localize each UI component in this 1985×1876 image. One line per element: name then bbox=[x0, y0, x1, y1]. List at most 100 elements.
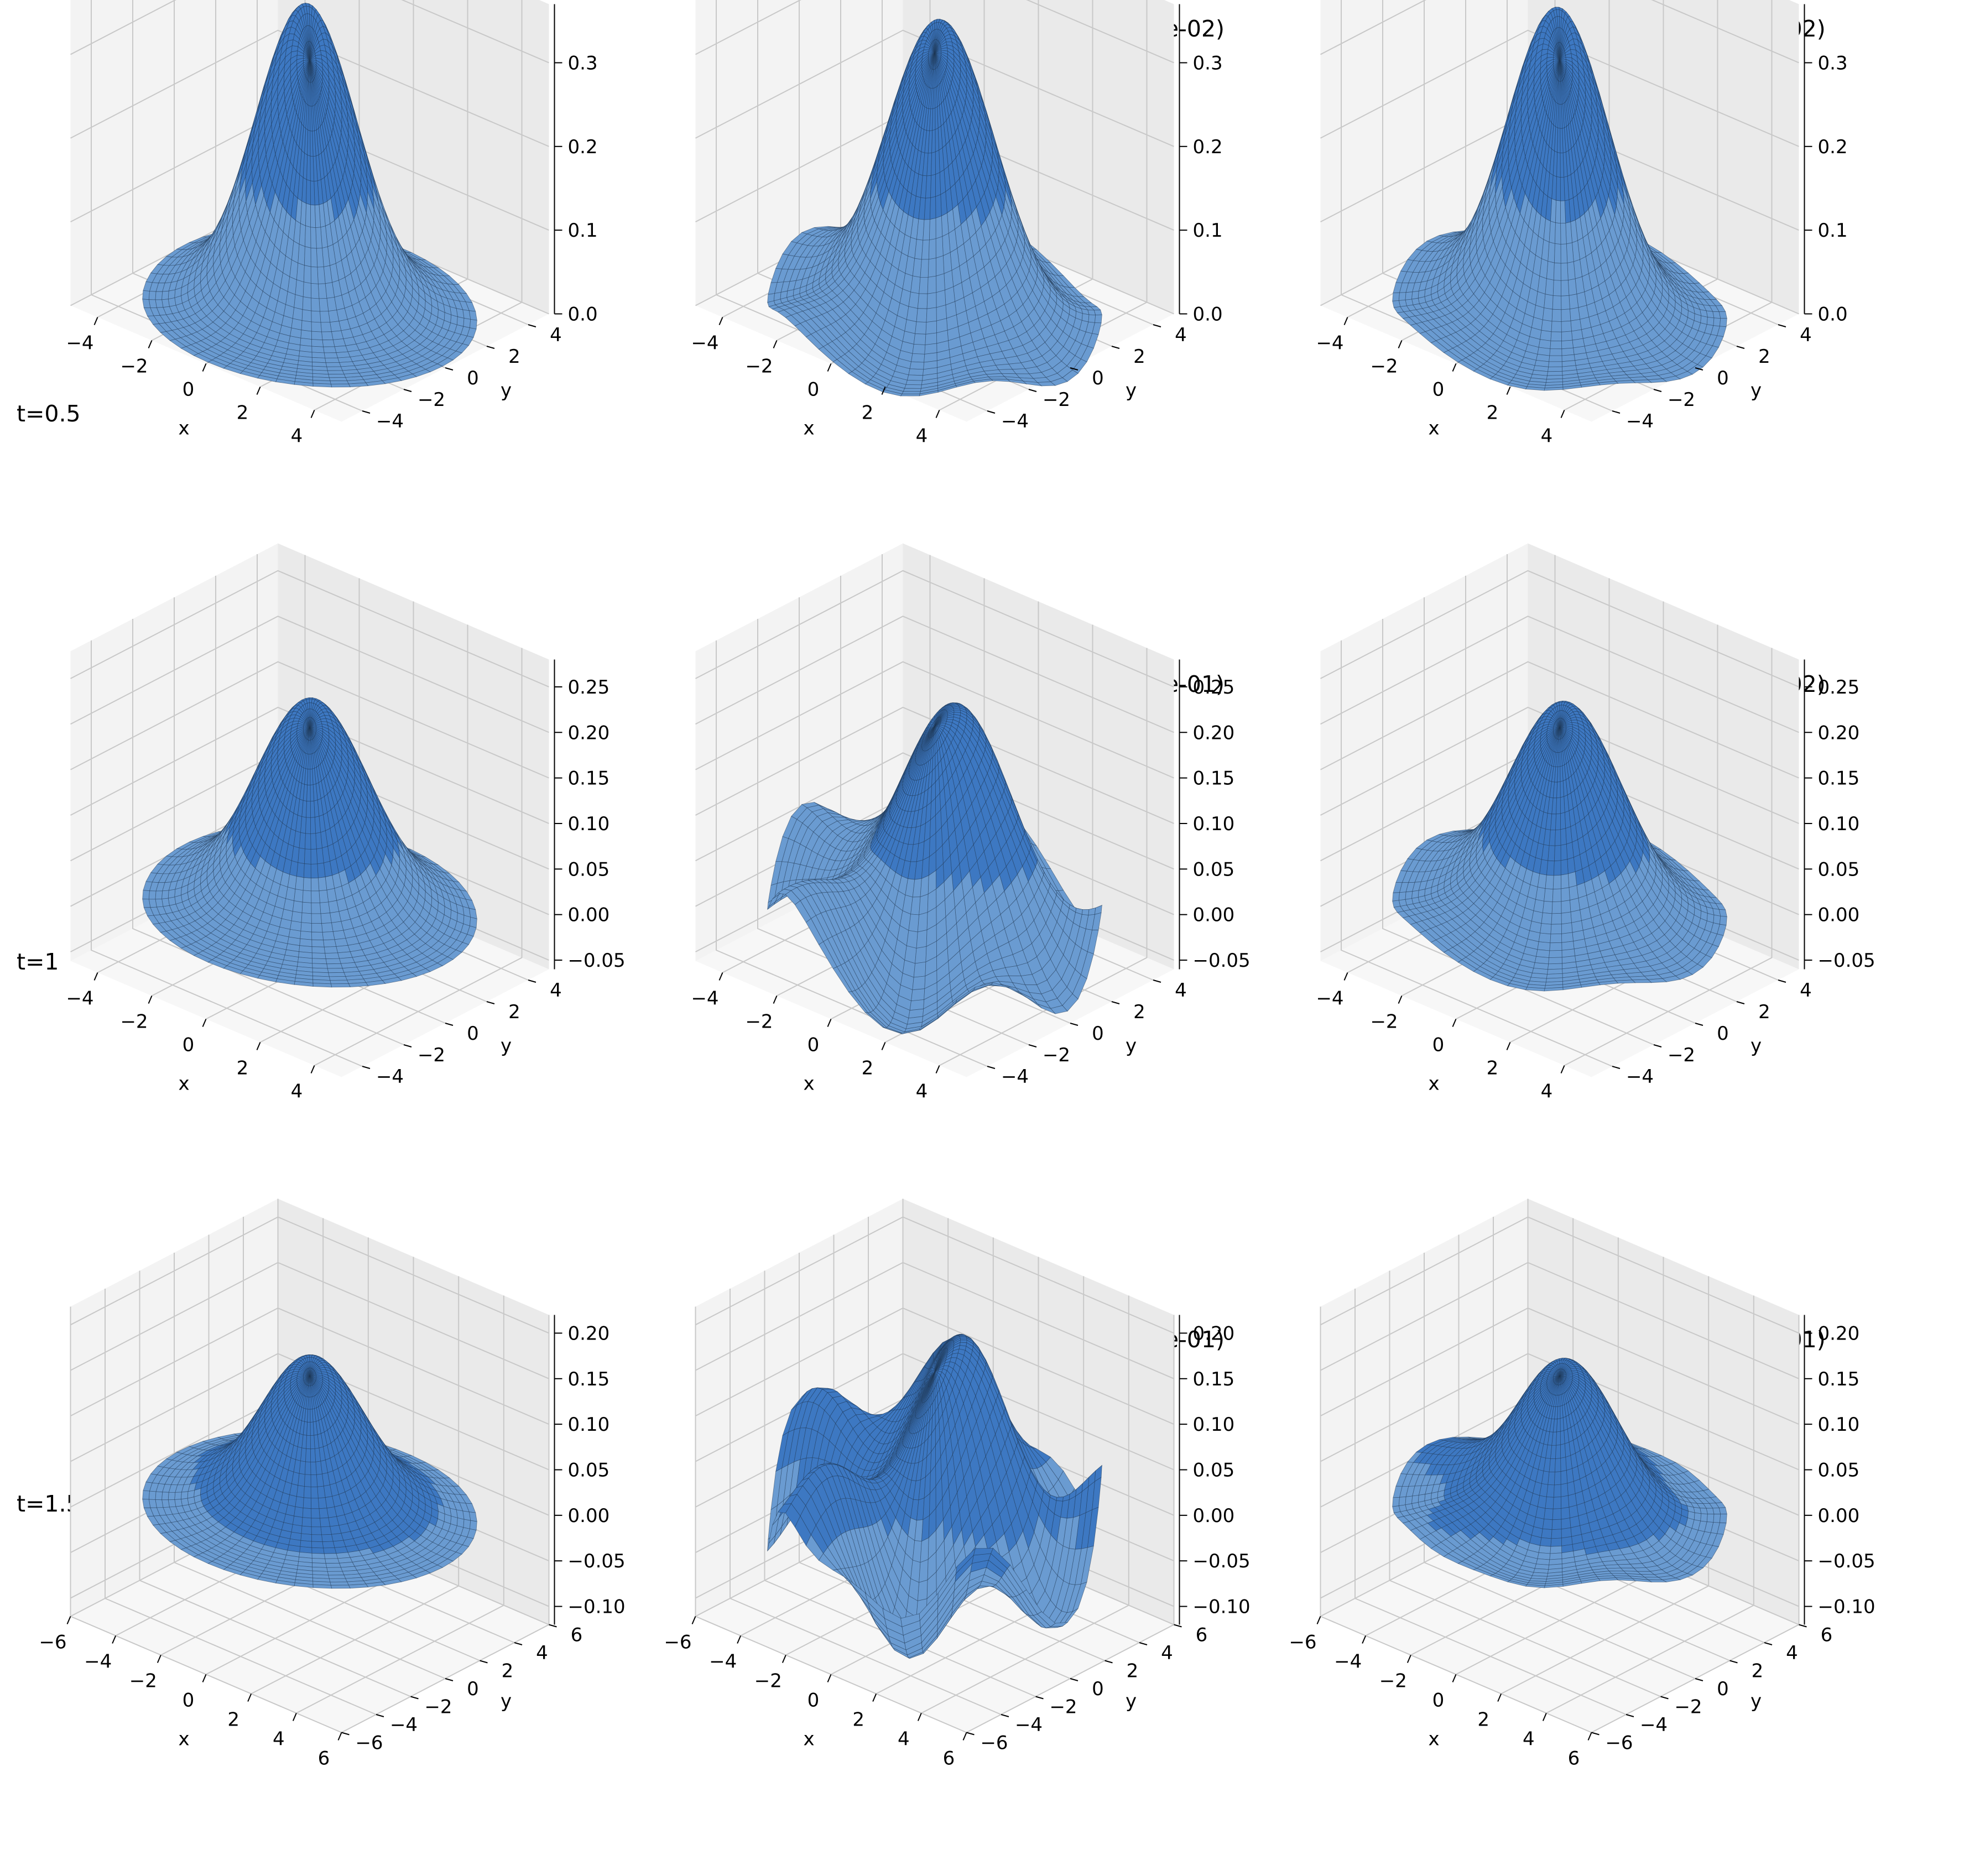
x-tick-mark bbox=[148, 340, 153, 348]
surface-patch bbox=[1549, 355, 1562, 362]
surface-patch bbox=[323, 346, 337, 353]
surface-patch bbox=[1560, 243, 1568, 264]
x-tick-label: 0 bbox=[807, 379, 820, 401]
row-label: t=1 bbox=[17, 949, 59, 975]
y-tick-mark bbox=[486, 346, 495, 349]
surface-patch bbox=[298, 244, 305, 266]
surface-patch bbox=[1560, 222, 1567, 245]
surface-patch bbox=[310, 266, 319, 284]
x-tick-mark bbox=[1343, 317, 1348, 325]
x-tick-label: −4 bbox=[1316, 332, 1343, 355]
surface-patch bbox=[321, 331, 334, 341]
panel-1-0: Truth ω(x,y)−4−2024x−4−2024y−0.050.000.0… bbox=[66, 543, 626, 1103]
z-tick-label: 0.3 bbox=[568, 52, 598, 74]
z-tick-label: 0.1 bbox=[1193, 220, 1223, 242]
surface-patch bbox=[1544, 294, 1554, 310]
surface-patch bbox=[1560, 263, 1569, 281]
surface-patch bbox=[325, 362, 341, 367]
x-tick-label: 0 bbox=[1432, 379, 1445, 401]
x-tick-label: 2 bbox=[237, 402, 249, 424]
surface-patch bbox=[1569, 294, 1579, 310]
surface-patch bbox=[1556, 152, 1561, 178]
surface-patch bbox=[310, 283, 320, 299]
surface-patch bbox=[330, 380, 349, 384]
surface-patch bbox=[317, 283, 327, 299]
surface-patch bbox=[304, 246, 311, 267]
surface-patch bbox=[1405, 291, 1413, 300]
surface-patch bbox=[904, 384, 922, 389]
surface-patch bbox=[1560, 152, 1565, 178]
surface-patch bbox=[319, 311, 331, 323]
y-tick-mark bbox=[1612, 410, 1621, 414]
z-tick-label: 0.0 bbox=[568, 304, 598, 326]
x-tick-label: 4 bbox=[916, 425, 928, 447]
surface-patch bbox=[936, 289, 946, 308]
x-tick-mark bbox=[773, 340, 778, 348]
surface-patch bbox=[1535, 291, 1546, 309]
surface-patch bbox=[327, 370, 345, 375]
surface-patch bbox=[1561, 340, 1574, 350]
z-tick-label: 0.1 bbox=[1818, 220, 1848, 242]
z-tick-label: 0.0 bbox=[1818, 304, 1848, 326]
surface-patch bbox=[1713, 317, 1721, 327]
surface-patch bbox=[931, 152, 936, 176]
surface-patch bbox=[912, 343, 926, 355]
surface-patch bbox=[155, 291, 163, 300]
surface-patch bbox=[332, 338, 346, 347]
y-tick-mark bbox=[1111, 346, 1120, 349]
surface-patch bbox=[903, 388, 921, 392]
surface-patch bbox=[1548, 361, 1562, 367]
surface-patch bbox=[1561, 320, 1572, 332]
y-axis-label: y bbox=[1750, 379, 1762, 402]
surface-patch bbox=[1549, 221, 1556, 244]
grid-line-z bbox=[70, 0, 549, 64]
surface-patch bbox=[305, 203, 311, 228]
surface-patch bbox=[932, 107, 936, 131]
surface-patch bbox=[1550, 340, 1562, 350]
surface-patch bbox=[935, 127, 940, 153]
surface-patch bbox=[294, 294, 304, 310]
x-tick-label: −2 bbox=[1370, 356, 1398, 378]
x-tick-label: 2 bbox=[1487, 402, 1499, 424]
surface-patch bbox=[303, 282, 312, 299]
surface-patch bbox=[1541, 319, 1552, 332]
x-tick-label: −4 bbox=[66, 332, 93, 355]
surface-patch bbox=[931, 129, 936, 154]
surface-patch bbox=[902, 391, 921, 394]
surface-patch bbox=[311, 331, 323, 341]
surface-patch bbox=[306, 154, 311, 181]
surface-patch bbox=[1545, 278, 1554, 296]
z-tick-label: 0.2 bbox=[1818, 136, 1848, 158]
y-tick-mark bbox=[362, 410, 371, 414]
y-tick-mark bbox=[528, 324, 536, 327]
surface-patch bbox=[1552, 280, 1562, 296]
surface-patch bbox=[921, 239, 930, 260]
surface-patch bbox=[986, 373, 1005, 377]
surface-patch bbox=[935, 255, 945, 277]
surface-patch bbox=[312, 383, 332, 388]
surface-patch bbox=[1551, 321, 1562, 332]
surface-patch bbox=[1567, 278, 1577, 296]
surface-patch bbox=[917, 293, 928, 309]
surface-patch bbox=[1411, 290, 1419, 300]
surface-patch bbox=[308, 105, 311, 132]
y-tick-mark bbox=[403, 389, 412, 392]
x-tick-mark bbox=[202, 363, 207, 372]
surface-patch bbox=[311, 357, 326, 363]
surface-patch bbox=[1557, 103, 1561, 129]
surface-patch bbox=[941, 212, 949, 237]
x-tick-mark bbox=[827, 363, 832, 372]
surface-patch bbox=[908, 368, 924, 376]
y-tick-label: 2 bbox=[508, 346, 520, 368]
y-tick-label: 0 bbox=[1092, 367, 1104, 389]
surface-patch bbox=[1553, 262, 1561, 281]
x-tick-mark bbox=[310, 410, 315, 418]
y-axis-label: y bbox=[1126, 379, 1137, 402]
surface-patch bbox=[929, 196, 936, 220]
x-tick-label: −4 bbox=[691, 332, 718, 355]
x-tick-mark bbox=[256, 387, 261, 395]
surface-patch bbox=[329, 377, 348, 382]
surface-patch bbox=[310, 155, 315, 182]
surface-patch bbox=[1392, 292, 1400, 301]
surface-patch bbox=[1560, 176, 1565, 201]
